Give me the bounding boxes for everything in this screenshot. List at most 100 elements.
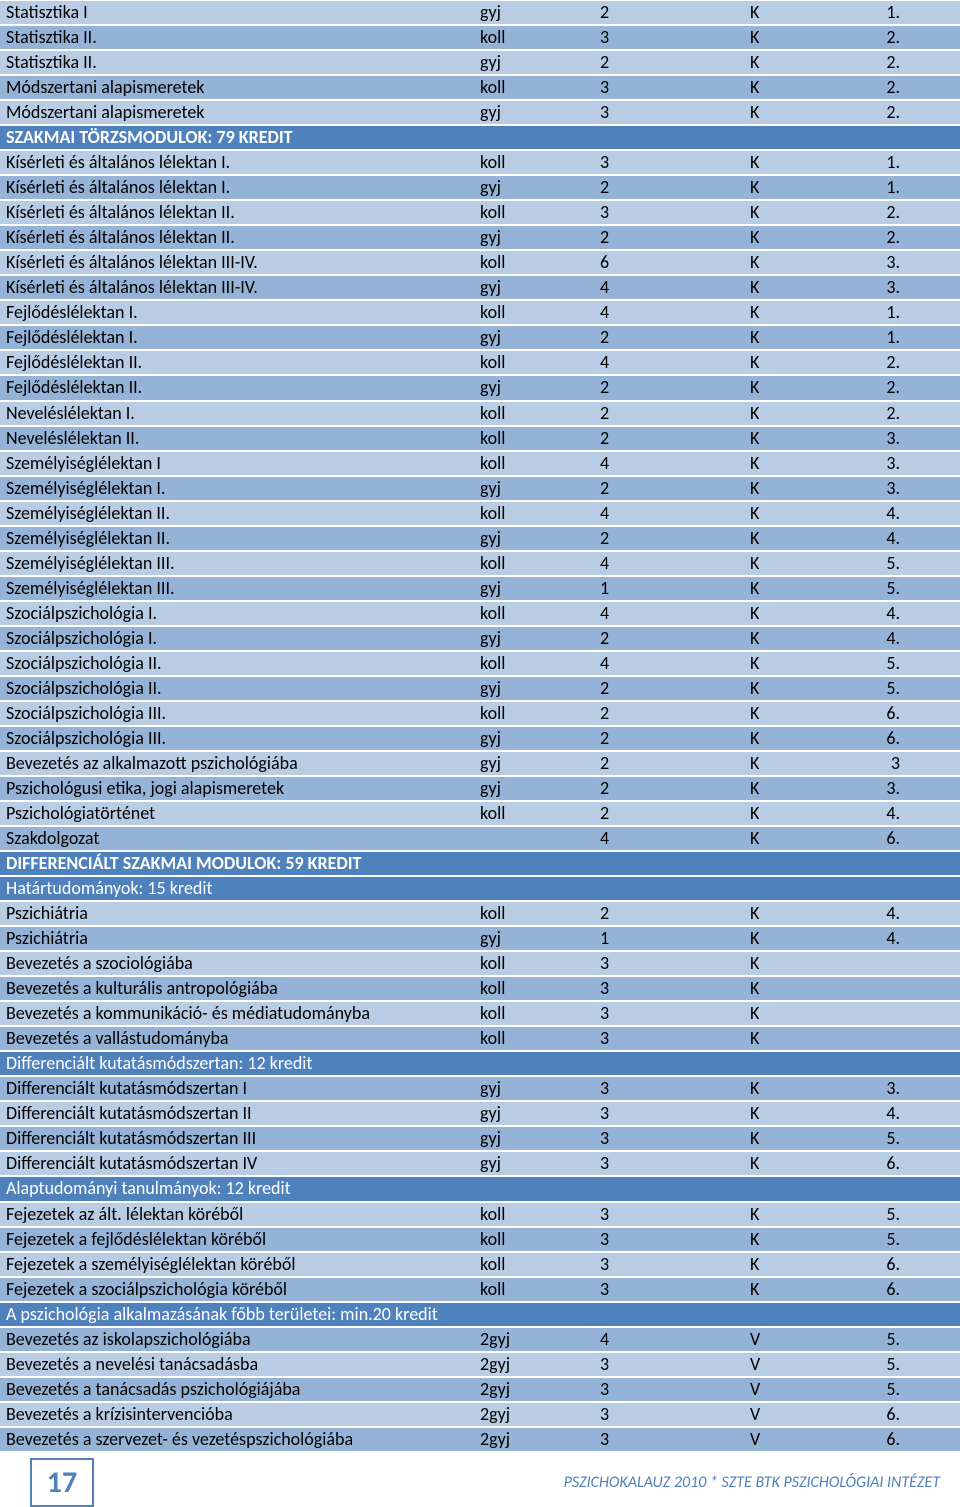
course-name: Szociálpszichológia III.	[0, 727, 480, 750]
course-semester: 1.	[850, 1, 960, 24]
course-semester: 5.	[850, 677, 960, 700]
course-name: Bevezetés a kommunikáció- és médiatudomá…	[0, 1002, 480, 1025]
course-type: gyj	[480, 527, 600, 550]
course-req: K	[750, 502, 850, 525]
course-type: gyj	[480, 376, 600, 399]
course-name: Neveléslélektan II.	[0, 427, 480, 450]
course-type: koll	[480, 427, 600, 450]
course-req: K	[750, 326, 850, 349]
course-req: K	[750, 702, 850, 725]
course-credit: 4	[600, 827, 750, 850]
course-credit: 2	[600, 51, 750, 74]
course-type: gyj	[480, 51, 600, 74]
section-title: Határtudományok: 15 kredit	[0, 877, 960, 900]
table-row: Fejlődéslélektan II.koll4K2.	[0, 350, 960, 375]
table-row: Statisztika II.koll3K2.	[0, 25, 960, 50]
course-semester: 2.	[850, 51, 960, 74]
table-row: Szociálpszichológia III.koll2K6.	[0, 701, 960, 726]
course-type: koll	[480, 201, 600, 224]
course-name: Szociálpszichológia I.	[0, 602, 480, 625]
course-req: K	[750, 977, 850, 1000]
table-row: Fejezetek az ált. lélektan körébőlkoll3K…	[0, 1202, 960, 1227]
course-req: K	[750, 427, 850, 450]
course-req: V	[750, 1328, 850, 1351]
section-header-row: Differenciált kutatásmódszertan: 12 kred…	[0, 1051, 960, 1076]
course-credit: 2	[600, 802, 750, 825]
course-semester: 1.	[850, 151, 960, 174]
course-req: K	[750, 452, 850, 475]
course-semester: 4.	[850, 902, 960, 925]
course-req: V	[750, 1378, 850, 1401]
table-row: Statisztika II.gyj2K2.	[0, 50, 960, 75]
course-credit: 3	[600, 1278, 750, 1301]
course-credit: 1	[600, 927, 750, 950]
course-req: K	[750, 1228, 850, 1251]
course-req: K	[750, 602, 850, 625]
course-req: K	[750, 251, 850, 274]
course-name: Bevezetés a tanácsadás pszichológiájába	[0, 1378, 480, 1401]
course-semester: 6.	[850, 727, 960, 750]
course-credit: 1	[600, 577, 750, 600]
course-credit: 3	[600, 1403, 750, 1426]
table-row: Bevezetés az alkalmazott pszichológiábag…	[0, 751, 960, 776]
course-type: koll	[480, 251, 600, 274]
course-credit: 3	[600, 1002, 750, 1025]
course-type: gyj	[480, 1127, 600, 1150]
section-header-row: SZAKMAI TÖRZSMODULOK: 79 KREDIT	[0, 125, 960, 150]
course-name: Pszichológiatörténet	[0, 802, 480, 825]
table-row: Kísérleti és általános lélektan I.gyj2K1…	[0, 175, 960, 200]
course-req: K	[750, 577, 850, 600]
course-credit: 4	[600, 351, 750, 374]
table-row: Kísérleti és általános lélektan III-IV.k…	[0, 250, 960, 275]
course-semester: 5.	[850, 1203, 960, 1226]
course-name: Személyiséglélektan I.	[0, 477, 480, 500]
course-semester: 4.	[850, 602, 960, 625]
table-row: Pszichológiatörténetkoll2K4.	[0, 801, 960, 826]
course-name: Bevezetés a kulturális antropológiába	[0, 977, 480, 1000]
course-type: koll	[480, 902, 600, 925]
footer-text: PSZICHOKALAUZ 2010 * SZTE BTK PSZICHOLÓG…	[94, 1473, 960, 1492]
course-type: gyj	[480, 777, 600, 800]
course-semester	[850, 952, 960, 975]
course-type: gyj	[480, 226, 600, 249]
table-row: Kísérleti és általános lélektan III-IV.g…	[0, 275, 960, 300]
course-type: koll	[480, 351, 600, 374]
course-req: K	[750, 827, 850, 850]
course-name: Pszichológusi etika, jogi alapismeretek	[0, 777, 480, 800]
table-row: Kísérleti és általános lélektan II.gyj2K…	[0, 225, 960, 250]
course-req: K	[750, 1127, 850, 1150]
course-credit: 3	[600, 76, 750, 99]
course-semester: 5.	[850, 1353, 960, 1376]
course-name: Fejezetek a személyiséglélektan köréből	[0, 1253, 480, 1276]
table-row: Fejezetek a szociálpszichológia körébőlk…	[0, 1277, 960, 1302]
table-row: Statisztika Igyj2K1.	[0, 0, 960, 25]
course-name: Fejlődéslélektan II.	[0, 351, 480, 374]
course-credit: 2	[600, 627, 750, 650]
course-req: K	[750, 76, 850, 99]
course-credit: 2	[600, 402, 750, 425]
course-type: 2gyj	[480, 1353, 600, 1376]
course-type: gyj	[480, 752, 600, 775]
course-type: gyj	[480, 326, 600, 349]
course-name: Személyiséglélektan II.	[0, 527, 480, 550]
course-semester: 4.	[850, 627, 960, 650]
course-semester: 3.	[850, 452, 960, 475]
course-semester	[850, 1027, 960, 1050]
table-row: Szociálpszichológia I.gyj2K4.	[0, 626, 960, 651]
course-req: K	[750, 151, 850, 174]
section-title: A pszichológia alkalmazásának főbb terül…	[0, 1303, 960, 1326]
course-type: gyj	[480, 1, 600, 24]
table-row: Bevezetés az iskolapszichológiába2gyj4V5…	[0, 1327, 960, 1352]
course-req: K	[750, 1, 850, 24]
course-type: gyj	[480, 276, 600, 299]
section-title: Alaptudományi tanulmányok: 12 kredit	[0, 1177, 960, 1200]
course-req: K	[750, 527, 850, 550]
course-semester: 3.	[850, 276, 960, 299]
course-req: K	[750, 927, 850, 950]
course-name: Szociálpszichológia II.	[0, 652, 480, 675]
course-credit: 2	[600, 702, 750, 725]
course-name: Személyiséglélektan III.	[0, 577, 480, 600]
course-type: koll	[480, 1203, 600, 1226]
course-name: Bevezetés a vallástudományba	[0, 1027, 480, 1050]
course-req: K	[750, 1077, 850, 1100]
